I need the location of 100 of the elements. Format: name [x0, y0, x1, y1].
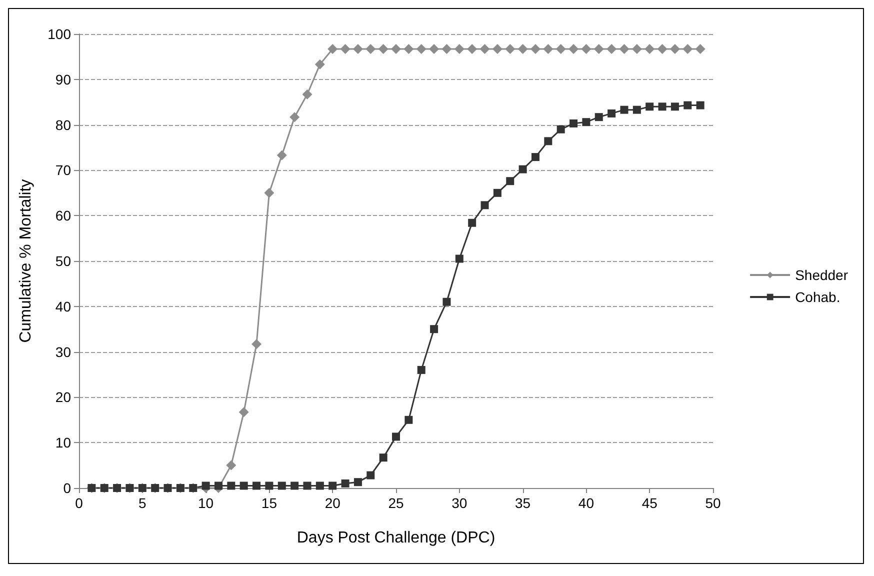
point [340, 44, 350, 54]
point [328, 44, 338, 54]
x-tick-label: 25 [388, 495, 404, 511]
point [238, 407, 249, 418]
point [290, 482, 299, 490]
y-tick-label: 20 [55, 389, 72, 406]
point [582, 118, 590, 126]
point [556, 125, 565, 134]
y-tick-label: 30 [55, 344, 72, 360]
x-tick-label: 10 [198, 495, 214, 511]
point [264, 188, 274, 198]
x-tick-label: 40 [578, 495, 594, 511]
point [328, 482, 337, 490]
point [214, 482, 222, 490]
point [354, 478, 362, 486]
point [632, 44, 642, 54]
point [252, 339, 262, 350]
point [570, 119, 578, 128]
point [416, 44, 426, 54]
point [568, 44, 579, 54]
point [606, 44, 617, 54]
x-tick-label: 15 [261, 495, 278, 511]
point [543, 44, 554, 54]
y-tick-label: 70 [55, 162, 72, 178]
point [695, 44, 706, 54]
point [278, 482, 286, 490]
point [226, 460, 236, 470]
legend-label: Shedder [795, 267, 848, 283]
point [468, 218, 476, 227]
point [240, 482, 248, 490]
point [404, 416, 413, 424]
point [657, 44, 668, 54]
y-tick-label: 0 [63, 480, 72, 496]
point [632, 106, 641, 114]
point [518, 165, 527, 174]
legend-label: Cohab. [795, 289, 840, 305]
point [644, 44, 655, 54]
point [352, 44, 363, 54]
point [265, 482, 274, 490]
point [391, 44, 401, 54]
point [531, 153, 540, 162]
point [366, 471, 375, 480]
point [417, 366, 426, 374]
point [404, 44, 414, 54]
point [202, 482, 210, 490]
y-tick-label: 100 [48, 26, 72, 42]
point [314, 59, 325, 70]
point [696, 101, 704, 110]
y-tick-label: 80 [55, 116, 72, 133]
point [252, 482, 261, 490]
point [682, 44, 693, 54]
point [227, 482, 236, 490]
x-tick-label: 30 [452, 495, 468, 511]
x-tick-label: 0 [75, 495, 84, 511]
x-axis-title: Days Post Challenge (DPC) [296, 530, 496, 546]
point [493, 188, 502, 197]
point [594, 44, 604, 54]
y-tick-label: 10 [55, 434, 72, 451]
point [594, 113, 603, 122]
point [581, 44, 592, 54]
point [670, 44, 680, 54]
point [429, 44, 440, 54]
y-tick-label: 50 [55, 253, 72, 269]
point [442, 298, 451, 306]
y-tick-label: 60 [55, 208, 72, 224]
x-tick-label: 20 [324, 495, 341, 511]
point [378, 44, 388, 54]
point [506, 177, 514, 186]
point [530, 44, 540, 54]
point [518, 44, 528, 54]
point [467, 44, 478, 54]
x-tick-label: 35 [515, 495, 531, 511]
point [646, 102, 654, 111]
point [608, 109, 616, 118]
point [316, 482, 324, 490]
point [480, 201, 489, 210]
point [544, 137, 552, 146]
point [455, 254, 464, 263]
point [276, 150, 287, 160]
point [620, 106, 628, 114]
point [670, 102, 679, 111]
point [341, 479, 350, 488]
point [505, 44, 516, 54]
point [379, 454, 388, 462]
point [302, 89, 312, 100]
x-tick-label: 45 [642, 495, 658, 511]
point [684, 101, 692, 110]
y-tick-label: 90 [55, 71, 72, 88]
x-tick-label: 50 [705, 495, 721, 511]
point [658, 102, 666, 111]
point [619, 44, 630, 54]
point [556, 44, 566, 54]
point [290, 112, 300, 122]
point [492, 44, 502, 54]
point [442, 44, 452, 54]
point [392, 432, 400, 441]
point [480, 44, 490, 54]
point [366, 44, 376, 54]
x-tick-label: 5 [138, 495, 146, 511]
point [454, 44, 464, 54]
